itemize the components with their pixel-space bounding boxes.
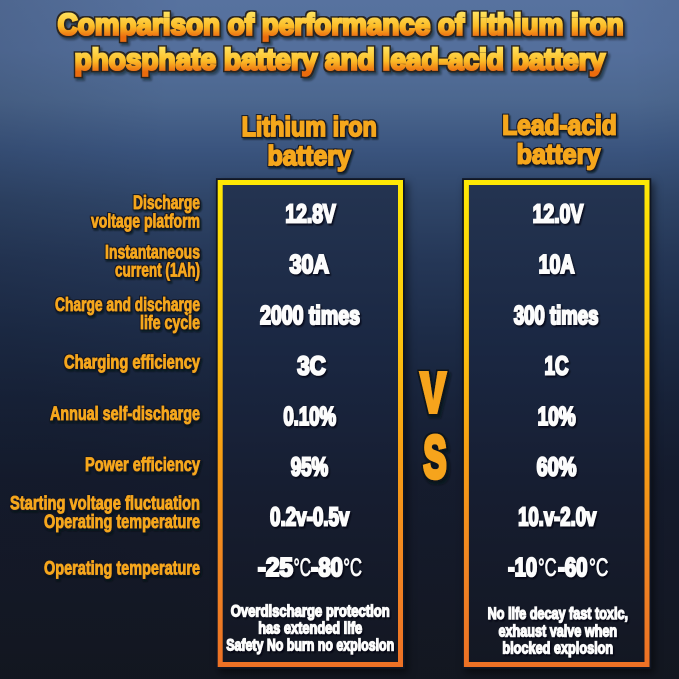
svg-text:phosphate battery and lead-aci: phosphate battery and lead-acid battery: [75, 43, 606, 76]
svg-text:12.8V: 12.8V: [285, 201, 335, 229]
svg-text:Charging efficiency: Charging efficiency: [64, 352, 200, 374]
svg-text:Instantaneous: Instantaneous: [105, 242, 200, 264]
svg-text:0.10%: 0.10%: [283, 403, 336, 431]
svg-text:Annual self-discharge: Annual self-discharge: [50, 403, 200, 425]
svg-text:Operating temperature: Operating temperature: [44, 558, 200, 580]
svg-text:°C: °C: [343, 554, 362, 582]
svg-text:has extended life: has extended life: [258, 620, 362, 638]
svg-text:battery: battery: [517, 139, 601, 170]
svg-text:Lead-acid: Lead-acid: [502, 110, 617, 141]
svg-text:Charge and discharge: Charge and discharge: [55, 294, 200, 316]
svg-text:60%: 60%: [537, 454, 577, 482]
svg-text:Starting voltage fluctuation: Starting voltage fluctuation: [10, 493, 200, 515]
svg-text:Overdischarge protection: Overdischarge protection: [231, 603, 390, 621]
svg-text:0.2v-0.5v: 0.2v-0.5v: [270, 503, 350, 531]
svg-text:Operating temperature: Operating temperature: [44, 511, 200, 533]
svg-text:No life decay fast toxic,: No life decay fast toxic,: [488, 605, 628, 623]
svg-text:S: S: [424, 425, 447, 491]
svg-text:-80: -80: [311, 554, 343, 582]
svg-text:°C: °C: [589, 554, 608, 582]
svg-text:Lithium iron: Lithium iron: [242, 111, 377, 142]
svg-text:1C: 1C: [545, 353, 569, 381]
svg-text:blocked explosion: blocked explosion: [502, 640, 613, 658]
svg-text:10A: 10A: [539, 251, 575, 279]
svg-text:2000 times: 2000 times: [260, 302, 360, 330]
svg-text:-10: -10: [508, 554, 537, 582]
svg-text:-25: -25: [258, 554, 293, 582]
svg-text:Safety No burn no explosion: Safety No burn no explosion: [226, 637, 394, 655]
svg-text:10.v-2.0v: 10.v-2.0v: [518, 503, 597, 531]
svg-text:Discharge: Discharge: [133, 192, 200, 214]
svg-text:3C: 3C: [297, 353, 326, 381]
svg-text:10%: 10%: [538, 403, 576, 431]
svg-text:exhaust valve when: exhaust valve when: [499, 623, 618, 641]
svg-text:95%: 95%: [291, 454, 329, 482]
svg-text:life cycle: life cycle: [140, 312, 200, 334]
svg-text:voltage platform: voltage platform: [91, 211, 200, 233]
svg-text:current (1Ah): current (1Ah): [115, 259, 200, 281]
svg-text:°C: °C: [538, 554, 557, 582]
svg-text:Power efficiency: Power efficiency: [85, 454, 200, 476]
svg-text:30A: 30A: [290, 251, 330, 279]
svg-text:Comparison of performance of l: Comparison of performance of lithium iro…: [58, 9, 624, 42]
svg-text:12.0V: 12.0V: [533, 201, 584, 229]
svg-text:-60: -60: [558, 554, 588, 582]
svg-text:battery: battery: [267, 140, 351, 171]
svg-text:°C: °C: [294, 554, 312, 582]
svg-text:300 times: 300 times: [514, 302, 599, 330]
